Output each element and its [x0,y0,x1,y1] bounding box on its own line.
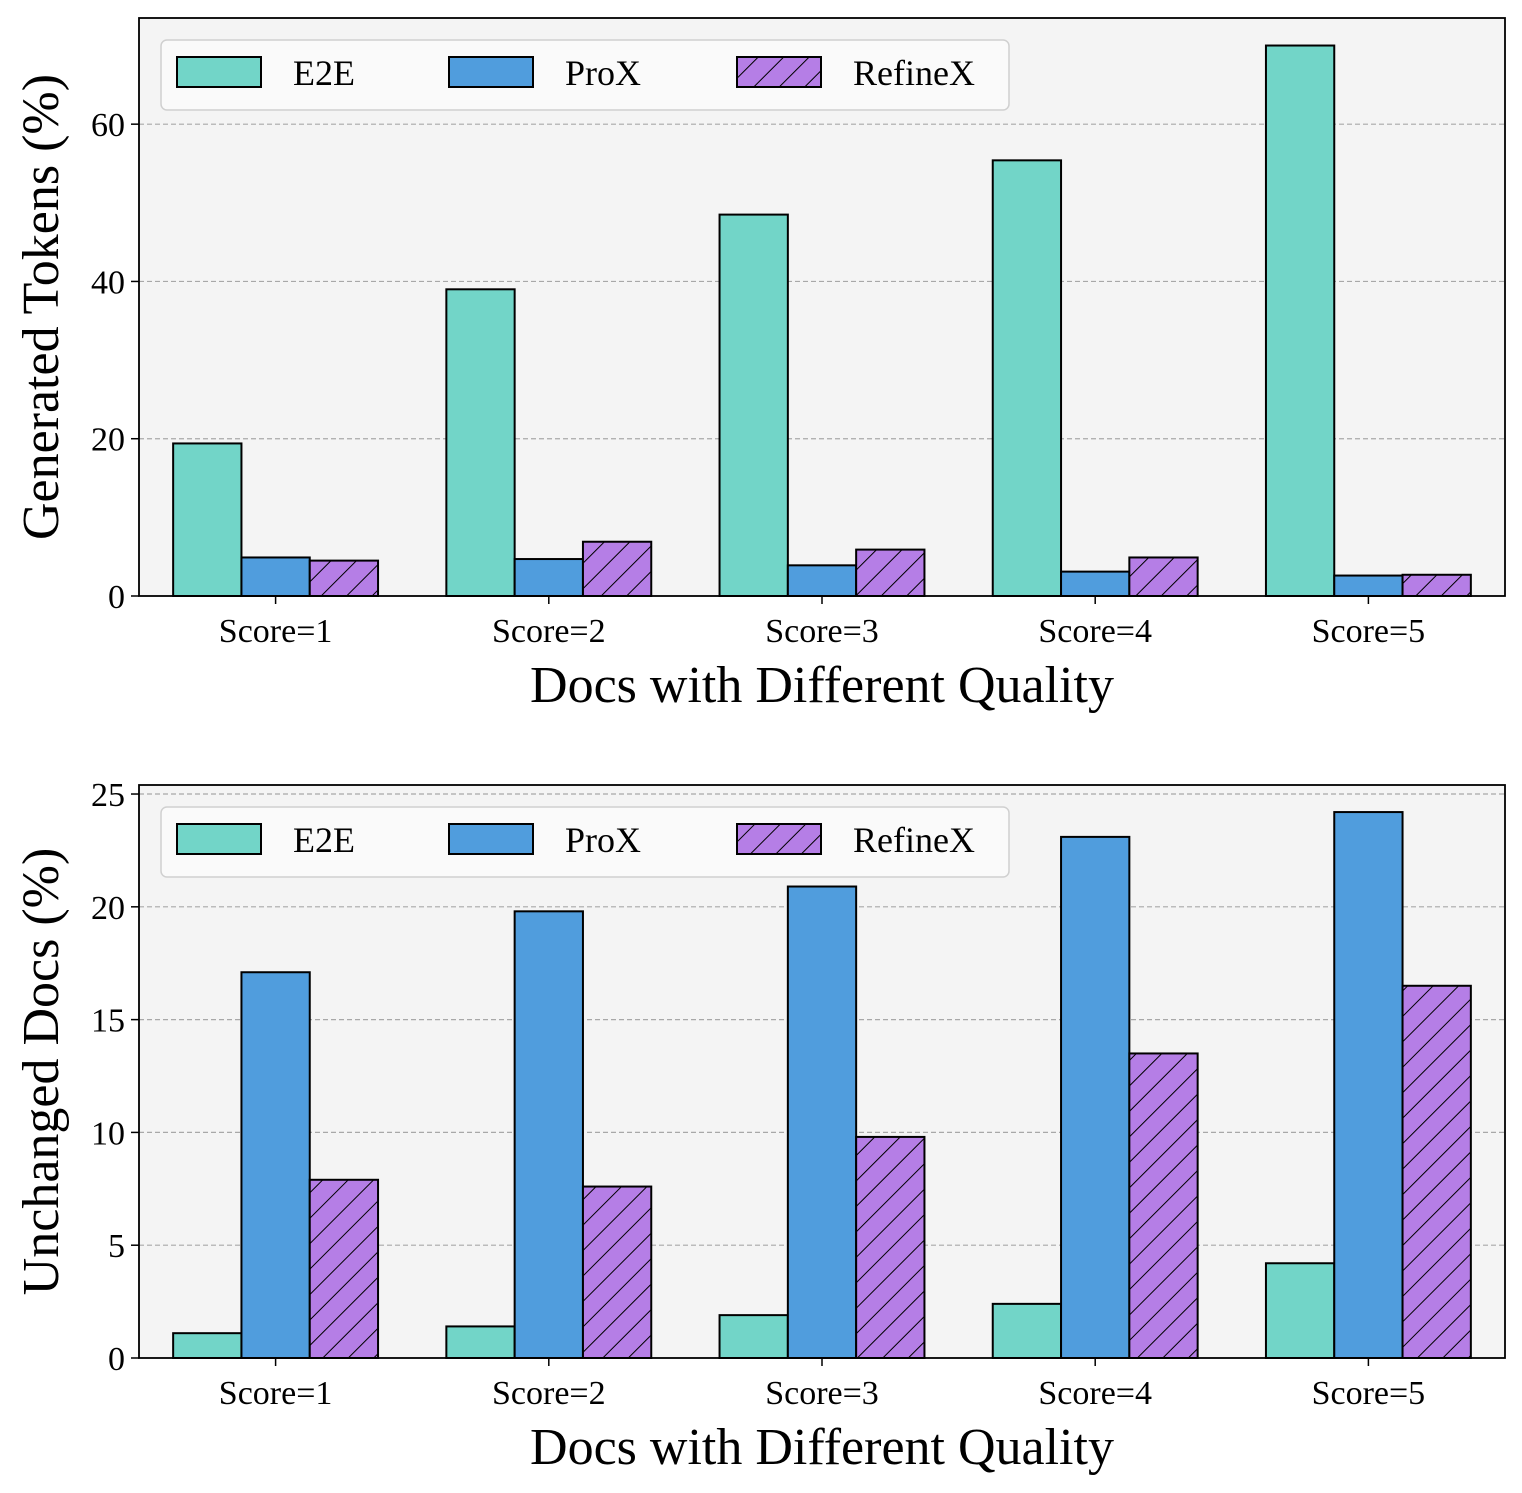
bar-refinex-2 [581,1185,653,1359]
bar-refinex-3 [855,1135,926,1359]
legend-label-e2e: E2E [293,820,355,860]
bar-e2e-5 [1264,1262,1336,1359]
bar-prox-4 [1060,570,1131,597]
y-tick-label: 20 [91,422,125,459]
bar-e2e-2 [445,1325,516,1360]
x-tick-label: Score=1 [219,613,333,650]
bar-refinex-4 [1128,556,1199,598]
bar-refinex-3 [855,548,926,597]
x-tick-label: Score=4 [1038,613,1152,650]
generated-tokens-chart: 0 20 40 60 Score=1 Score=2 Score=3 Score=4 Score… [13,17,1506,714]
bar-e2e-3 [718,1314,789,1360]
bar-refinex-2 [581,540,653,597]
bar-prox-1 [240,971,311,1360]
legend-swatch-e2e [176,823,262,855]
legend-swatch-e2e [176,56,262,88]
y-tick-label: 5 [108,1228,125,1265]
x-tick-label: Score=1 [219,1375,333,1412]
legend: E2E ProX RefineX [160,39,1010,111]
bar-e2e-4 [991,1302,1063,1360]
axes-frame [138,784,1506,1359]
bar-e2e-2 [445,288,516,597]
legend-swatch-prox [448,56,534,88]
x-tick-label: Score=3 [765,1375,879,1412]
bar-e2e-5 [1264,44,1336,598]
bar-prox-5 [1333,574,1404,597]
x-tick-label: Score=5 [1312,1375,1426,1412]
legend: E2E ProX RefineX [160,806,1010,878]
bar-e2e-4 [991,159,1063,598]
bar-prox-4 [1060,835,1131,1359]
bar-e2e-1 [172,1332,243,1360]
bar-prox-1 [240,556,311,598]
y-axis-title: Generated Tokens (%) [13,74,70,540]
y-tick-label: 25 [91,777,125,814]
legend-label-prox: ProX [565,820,641,860]
bar-refinex-5 [1401,573,1472,597]
legend-swatch-refinex [736,56,822,88]
legend-swatch-prox [448,823,534,855]
bar-refinex-5 [1401,984,1472,1359]
y-tick-label: 0 [108,579,125,616]
x-axis-title: Docs with Different Quality [530,1419,1114,1476]
legend-swatch-refinex [736,823,822,855]
bar-prox-3 [786,885,858,1359]
y-tick-label: 15 [91,1003,125,1040]
bar-prox-3 [786,564,858,598]
y-axis-title: Unchanged Docs (%) [13,848,70,1296]
x-tick-label: Score=4 [1038,1375,1152,1412]
bar-refinex-1 [308,1178,380,1359]
legend-label-refinex: RefineX [853,820,975,860]
bar-e2e-3 [718,213,789,597]
x-tick-label: Score=2 [492,1375,606,1412]
x-axis-title: Docs with Different Quality [530,657,1114,714]
y-tick-label: 40 [91,264,125,301]
x-tick-label: Score=5 [1312,613,1426,650]
bar-e2e-1 [172,442,243,597]
bar-refinex-1 [308,559,380,597]
x-tick-label: Score=3 [765,613,879,650]
axes-frame [138,17,1506,597]
y-tick-label: 20 [91,890,125,927]
bar-prox-2 [513,558,584,597]
y-tick-label: 10 [91,1115,125,1152]
y-tick-label: 60 [91,107,125,144]
unchanged-docs-chart: 0 5 10 15 20 25 Score=1 Score=2 Score=3 Score=4 Sc… [13,777,1506,1476]
legend-label-e2e: E2E [293,53,355,93]
legend-label-refinex: RefineX [853,53,975,93]
y-tick-label: 0 [108,1341,125,1378]
bar-prox-5 [1333,811,1404,1359]
legend-label-prox: ProX [565,53,641,93]
bar-refinex-4 [1128,1052,1199,1359]
bar-prox-2 [513,910,584,1359]
x-tick-label: Score=2 [492,613,606,650]
